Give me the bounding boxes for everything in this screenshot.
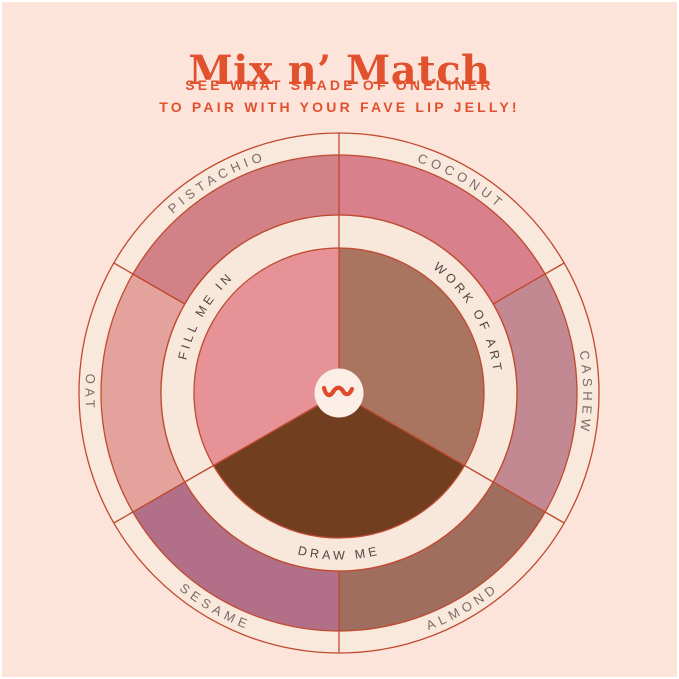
outer-label-oat: OAT (82, 373, 98, 412)
inner-wedge-work-of-art (338, 247, 485, 467)
outer-ring-divider (113, 511, 134, 524)
inner-label-draw-me: DRAW ME (297, 544, 382, 563)
subtitle-line-1: SEE WHAT SHADE OF ONELINER (185, 77, 494, 93)
outer-ring-divider (544, 511, 565, 524)
outer-label-cashew: CASHEW (577, 350, 596, 437)
page-subtitle: SEE WHAT SHADE OF ONELINER TO PAIR WITH … (0, 74, 679, 118)
subtitle-line-2: TO PAIR WITH YOUR FAVE LIP JELLY! (159, 99, 520, 115)
wheel-center-circle (314, 368, 364, 418)
inner-wedge-draw-me (212, 392, 466, 539)
squiggle-icon (321, 385, 355, 398)
outer-ring-divider (544, 262, 565, 275)
inner-band-divider (184, 464, 214, 483)
inner-wedge-fill-me-in (193, 247, 340, 467)
page-title: Mix n’ Match (188, 46, 491, 94)
inner-band-divider (464, 464, 494, 483)
outer-ring-divider (113, 262, 134, 275)
